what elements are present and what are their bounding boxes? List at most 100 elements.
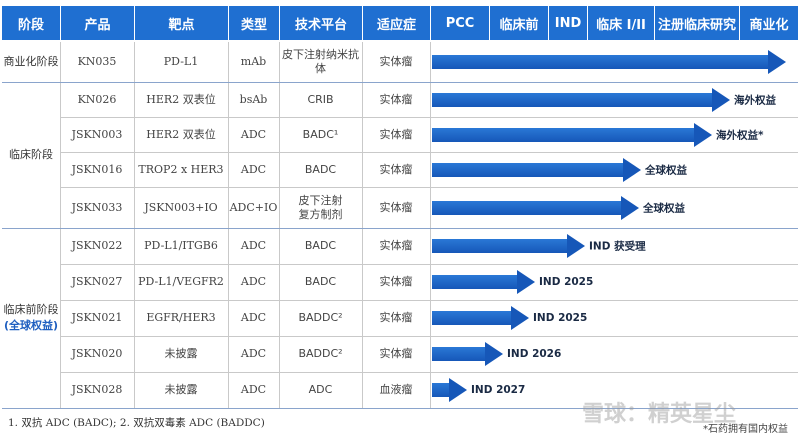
table-row: JSKN028 未披露 ADC ADC 血液瘤: [60, 372, 430, 408]
header-phase-ind: IND: [549, 6, 587, 40]
row-divider: [60, 152, 798, 153]
group-divider: [2, 82, 798, 83]
arrow-label: 海外权益*: [716, 129, 764, 141]
type-cell: ADC: [240, 162, 267, 176]
product-cell: JSKN028: [71, 383, 123, 396]
arrow-label: 全球权益: [645, 164, 687, 176]
indication-cell: 实体瘤: [379, 275, 413, 288]
platform-cell: BADC: [304, 275, 337, 288]
indication-cell: 实体瘤: [379, 200, 413, 214]
target-cell: 未披露: [164, 383, 198, 396]
platform-cell: BADC: [304, 239, 337, 252]
progress-arrow: [432, 234, 585, 258]
platform-cell: 皮下注射纳米抗体: [282, 48, 359, 75]
indication-cell: 实体瘤: [379, 127, 413, 141]
platform-cell: BADDC²: [298, 347, 343, 360]
progress-arrow: [432, 306, 529, 330]
indication-cell: 实体瘤: [379, 311, 413, 324]
platform-cell: BADC¹: [302, 127, 339, 141]
header-phase-clinical: 临床 I/II: [588, 6, 654, 40]
progress-arrow: [432, 195, 639, 220]
grid-line: [362, 42, 363, 408]
grid-line: [60, 42, 61, 408]
type-cell: ADC: [240, 127, 267, 141]
type-cell: ADC+IO: [229, 200, 278, 214]
indication-cell: 实体瘤: [379, 92, 413, 106]
header-stage: 阶段: [2, 6, 60, 40]
rights-note: *石药拥有国内权益: [703, 424, 788, 435]
target-cell: PD-L1/VEGFR2: [138, 275, 224, 288]
stage-preclinical: 临床前阶段 (全球权益): [2, 228, 60, 408]
platform-cell: BADDC²: [298, 311, 343, 324]
grid-line: [279, 42, 280, 408]
arrow-label: IND 获受理: [589, 240, 646, 253]
platform-cell: BADC: [304, 162, 337, 176]
target-cell: JSKN003+IO: [144, 200, 218, 214]
type-cell: ADC: [240, 311, 267, 324]
target-cell: EGFR/HER3: [146, 311, 216, 324]
row-divider: [60, 372, 798, 373]
header-type: 类型: [229, 6, 279, 40]
indication-cell: 血液瘤: [379, 383, 413, 396]
table-bottom: [2, 408, 798, 409]
arrow-label: IND 2025: [533, 312, 588, 324]
stage-preclinical-label: 临床前阶段: [3, 303, 59, 316]
progress-arrow: [432, 342, 503, 366]
table-row: JSKN016 TROP2 x HER3 ADC BADC 实体瘤: [60, 152, 430, 187]
type-cell: bsAb: [239, 92, 268, 106]
progress-arrow: [432, 270, 535, 294]
table-header: 阶段 产品 靶点 类型 技术平台 适应症 PCC 临床前 IND 临床 I/II…: [2, 6, 798, 40]
product-cell: JSKN021: [71, 311, 123, 324]
header-phase-commercial: 商业化: [740, 6, 798, 40]
table-row: JSKN022 PD-L1/ITGB6 ADC BADC 实体瘤: [60, 228, 430, 264]
row-divider: [60, 300, 798, 301]
product-cell: JSKN020: [71, 347, 123, 360]
indication-cell: 实体瘤: [379, 55, 413, 68]
footnote: 1. 双抗 ADC (BADC); 2. 双抗双毒素 ADC (BADDC): [8, 417, 265, 429]
row-divider: [60, 187, 798, 188]
type-cell: ADC: [240, 383, 267, 396]
table-row: KN035 PD-L1 mAb 皮下注射纳米抗体 实体瘤: [60, 42, 430, 82]
grid-line: [430, 42, 431, 408]
progress-arrow: [432, 50, 786, 74]
grid-line: [228, 42, 229, 408]
row-divider: [60, 117, 798, 118]
indication-cell: 实体瘤: [379, 162, 413, 176]
row-divider: [60, 336, 798, 337]
table-row: JSKN027 PD-L1/VEGFR2 ADC BADC 实体瘤: [60, 264, 430, 300]
target-cell: 未披露: [164, 347, 198, 360]
product-cell: KN035: [77, 55, 117, 68]
target-cell: TROP2 x HER3: [138, 162, 224, 176]
platform-cell: ADC: [308, 383, 333, 396]
progress-arrow: [432, 87, 730, 112]
product-cell: JSKN027: [71, 275, 123, 288]
watermark: 雪球：精英星尘: [582, 402, 737, 427]
arrow-label: 全球权益: [643, 202, 685, 214]
indication-cell: 实体瘤: [379, 239, 413, 252]
table-row: JSKN003 HER2 双表位 ADC BADC¹ 实体瘤: [60, 117, 430, 152]
target-cell: PD-L1: [163, 55, 199, 68]
arrow-label: IND 2027: [471, 384, 526, 396]
header-product: 产品: [61, 6, 134, 40]
product-cell: JSKN022: [71, 239, 123, 252]
platform-cell: CRIB: [307, 92, 334, 106]
stage-clinical: 临床阶段: [2, 82, 60, 228]
table-row: JSKN033 JSKN003+IO ADC+IO 皮下注射 复方制剂 实体瘤: [60, 187, 430, 228]
progress-arrow: [432, 122, 712, 147]
type-cell: ADC: [240, 347, 267, 360]
grid-line: [134, 42, 135, 408]
stage-commercial-label: 商业化阶段: [3, 55, 59, 68]
target-cell: PD-L1/ITGB6: [144, 239, 218, 252]
platform-cell: 皮下注射 复方制剂: [298, 193, 343, 221]
group-divider: [2, 228, 798, 229]
table-row: JSKN020 未披露 ADC BADDC² 实体瘤: [60, 336, 430, 372]
indication-cell: 实体瘤: [379, 347, 413, 360]
type-cell: ADC: [240, 275, 267, 288]
header-phase-registration: 注册临床研究: [655, 6, 739, 40]
product-cell: JSKN003: [71, 127, 123, 141]
target-cell: HER2 双表位: [146, 127, 216, 141]
stage-preclinical-rights: (全球权益): [3, 319, 59, 332]
header-phase-preclinical: 临床前: [490, 6, 548, 40]
product-cell: JSKN033: [71, 200, 123, 214]
target-cell: HER2 双表位: [146, 92, 216, 106]
